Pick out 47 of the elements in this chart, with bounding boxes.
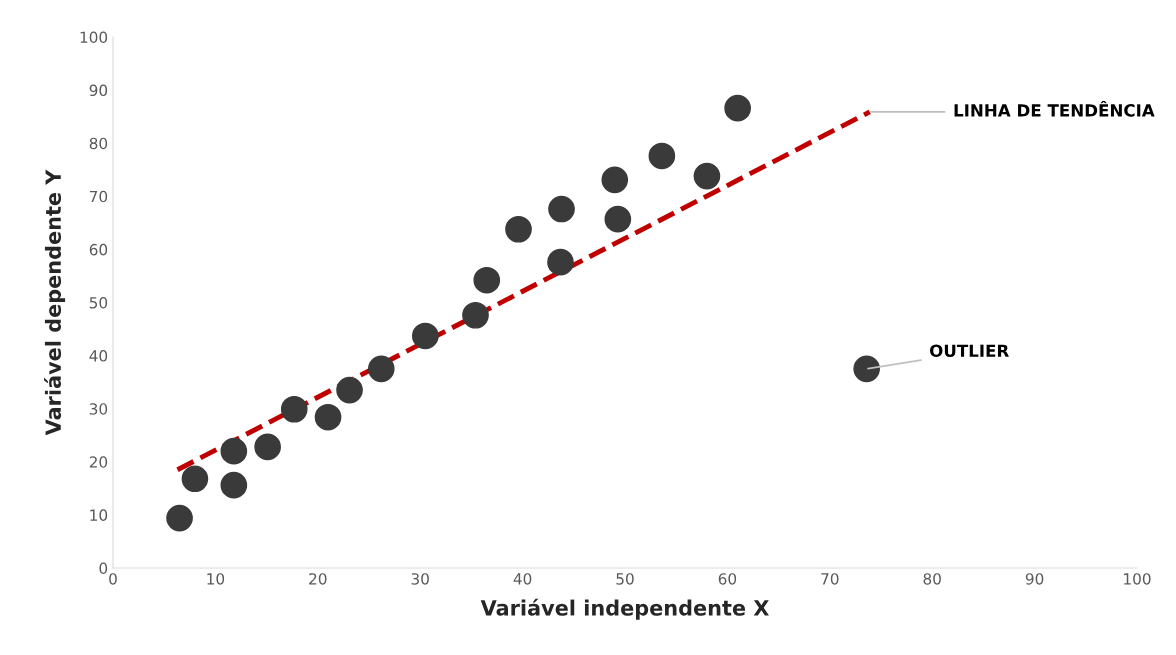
y-axis-title: Variável dependente Y [44, 169, 66, 436]
point [693, 162, 721, 190]
point [280, 395, 308, 423]
y-tick-label: 20 [89, 456, 108, 468]
y-tick-label: 60 [89, 243, 108, 256]
point [412, 322, 439, 350]
point [254, 433, 281, 461]
point [314, 403, 342, 431]
y-tick-label: 50 [89, 296, 108, 309]
x-tick-label: 80 [923, 573, 941, 585]
point [166, 504, 193, 532]
point [548, 195, 575, 223]
point [336, 376, 363, 404]
y-tick-label: 100 [80, 31, 108, 44]
x-tick-label: 50 [616, 573, 634, 585]
point [220, 471, 248, 499]
point [181, 465, 209, 493]
y-tick-label: 90 [89, 84, 108, 97]
point [853, 355, 880, 383]
point [547, 248, 574, 276]
point [473, 266, 501, 294]
x-tick-label: 30 [411, 573, 429, 585]
y-tick-label: 40 [89, 350, 108, 362]
y-tick-label: 10 [90, 509, 108, 521]
x-tick-label: 90 [1025, 573, 1044, 585]
point [648, 142, 676, 170]
point [462, 301, 489, 329]
x-tick-label: 100 [1124, 573, 1151, 585]
point [724, 94, 751, 122]
point [601, 166, 629, 194]
point [604, 205, 632, 233]
x-tick-label: 10 [207, 573, 225, 585]
point [220, 437, 248, 465]
x-tick-label: 70 [821, 573, 839, 585]
annotation: OUTLIER [929, 344, 1009, 358]
y-tick-label: 70 [89, 190, 108, 203]
point [367, 355, 395, 383]
x-tick-label: 20 [309, 573, 327, 585]
x-tick-label: 60 [718, 573, 737, 585]
x-tick-label: 0 [109, 573, 117, 585]
annotation: LINHA DE TENDÊNCIA [954, 101, 1155, 117]
y-tick-label: 0 [99, 562, 108, 575]
point [505, 215, 532, 243]
x-tick-label: 40 [513, 573, 532, 585]
y-tick-label: 30 [89, 403, 108, 415]
x-axis-title: Variável independente X [480, 598, 769, 620]
y-tick-label: 80 [89, 137, 108, 150]
